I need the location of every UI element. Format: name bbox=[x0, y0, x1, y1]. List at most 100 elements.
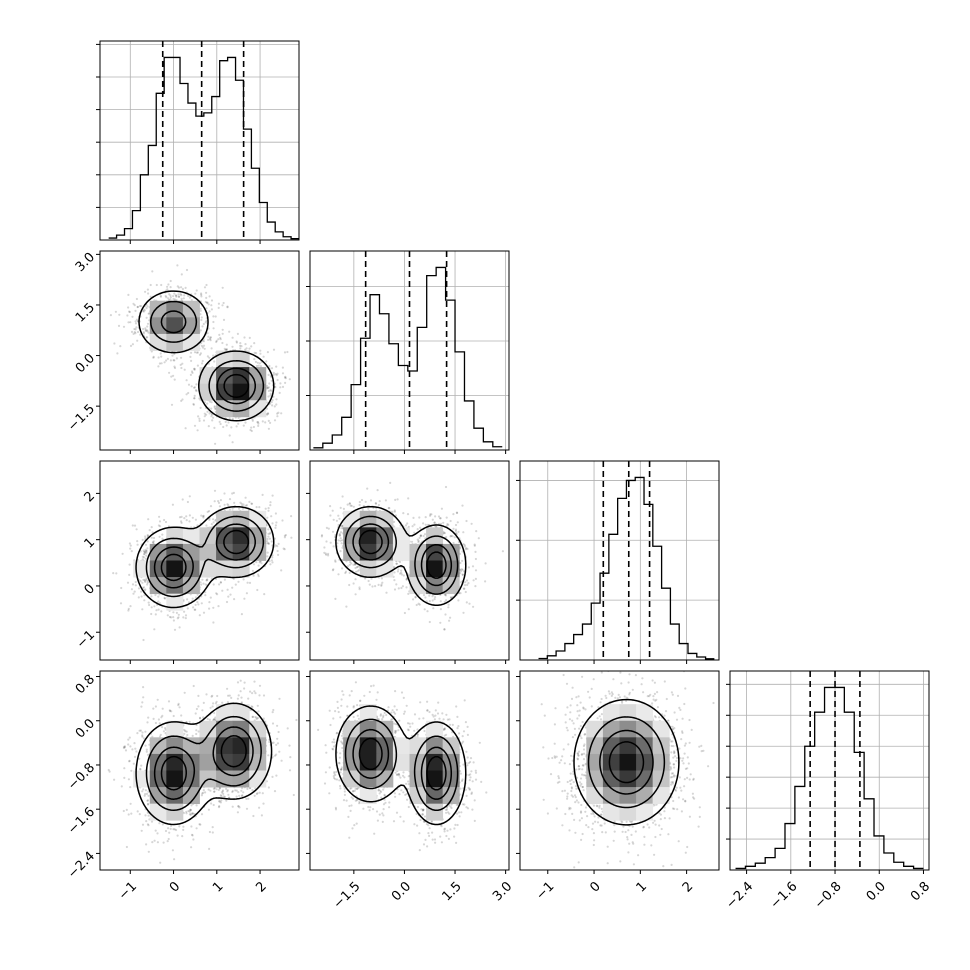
scatter-point bbox=[465, 750, 468, 753]
scatter-point bbox=[259, 349, 262, 352]
scatter-point bbox=[461, 778, 464, 781]
scatter-point bbox=[195, 389, 198, 393]
scatter-point bbox=[453, 536, 456, 539]
scatter-point bbox=[681, 717, 684, 720]
scatter-point bbox=[189, 809, 192, 812]
scatter-point bbox=[560, 759, 563, 762]
scatter-point bbox=[424, 838, 427, 842]
scatter-point bbox=[577, 754, 580, 757]
scatter-point bbox=[163, 597, 167, 600]
scatter-point bbox=[338, 534, 341, 537]
scatter-point bbox=[542, 798, 545, 801]
scatter-point bbox=[434, 596, 437, 599]
scatter-point bbox=[580, 838, 583, 842]
scatter-point bbox=[202, 419, 206, 422]
scatter-point bbox=[384, 801, 387, 804]
scatter-point bbox=[392, 820, 396, 823]
scatter-point bbox=[477, 537, 480, 540]
scatter-point bbox=[200, 583, 203, 586]
scatter-point bbox=[244, 496, 247, 499]
scatter-point bbox=[208, 338, 212, 341]
scatter-point bbox=[383, 798, 386, 801]
scatter-point bbox=[691, 792, 695, 795]
scatter-point bbox=[275, 403, 278, 406]
scatter-point bbox=[208, 518, 211, 522]
scatter-point bbox=[243, 681, 246, 684]
scatter-point bbox=[159, 525, 162, 528]
scatter-point bbox=[436, 712, 440, 715]
scatter-point bbox=[219, 336, 222, 339]
scatter-point bbox=[443, 828, 446, 831]
scatter-point bbox=[178, 825, 181, 828]
density-contour bbox=[145, 515, 265, 598]
scatter-point bbox=[443, 728, 446, 731]
density-contour bbox=[145, 715, 262, 812]
scatter-point bbox=[551, 756, 554, 760]
scatter-point bbox=[357, 569, 360, 572]
scatter-point bbox=[462, 611, 465, 614]
scatter-point bbox=[238, 794, 241, 797]
scatter-point bbox=[449, 828, 452, 831]
density-cell bbox=[343, 543, 361, 561]
scatter-point bbox=[600, 671, 603, 674]
scatter-point bbox=[333, 741, 336, 744]
scatter-point bbox=[574, 796, 577, 799]
scatter-point bbox=[607, 690, 611, 693]
scatter-point bbox=[689, 773, 692, 776]
scatter-point bbox=[454, 523, 458, 527]
scatter-point bbox=[210, 401, 213, 404]
scatter-point bbox=[434, 515, 437, 518]
scatter-point bbox=[276, 372, 279, 375]
scatter-point bbox=[284, 377, 287, 380]
scatter-point bbox=[336, 731, 339, 735]
scatter-point bbox=[175, 611, 178, 615]
scatter-point bbox=[352, 505, 355, 508]
scatter-point bbox=[340, 768, 343, 771]
scatter-point bbox=[195, 827, 198, 830]
scatter-point bbox=[576, 710, 579, 713]
scatter-point bbox=[673, 807, 676, 811]
scatter-point bbox=[205, 693, 208, 696]
density-cell bbox=[199, 367, 217, 385]
scatter-point bbox=[343, 790, 346, 793]
scatter-point bbox=[160, 716, 163, 719]
scatter-point bbox=[665, 697, 668, 701]
scatter-point bbox=[267, 427, 270, 430]
scatter-point bbox=[265, 780, 268, 783]
scatter-point bbox=[276, 737, 279, 740]
scatter-point bbox=[332, 545, 335, 548]
scatter-point bbox=[581, 720, 584, 724]
scatter-point bbox=[227, 793, 230, 796]
scatter-point bbox=[211, 705, 214, 708]
scatter-point bbox=[600, 824, 603, 827]
scatter-point bbox=[398, 560, 402, 564]
scatter-point bbox=[412, 598, 415, 601]
scatter-point bbox=[115, 572, 118, 575]
scatter-point bbox=[581, 764, 585, 767]
scatter-point bbox=[397, 773, 400, 776]
scatter-point bbox=[471, 808, 474, 811]
scatter-point bbox=[577, 765, 581, 768]
scatter-point bbox=[131, 748, 134, 751]
scatter-point bbox=[413, 523, 416, 526]
scatter-point bbox=[128, 759, 131, 763]
scatter-point bbox=[338, 756, 341, 759]
scatter-point bbox=[127, 738, 130, 741]
scatter-point bbox=[684, 687, 687, 690]
scatter-point bbox=[250, 502, 254, 505]
density-cell bbox=[586, 720, 604, 738]
scatter-point bbox=[720, 755, 722, 757]
scatter-point bbox=[217, 306, 220, 309]
scatter-point bbox=[414, 596, 417, 599]
scatter-point bbox=[570, 778, 573, 782]
scatter-point bbox=[340, 768, 343, 771]
scatter-point bbox=[290, 536, 293, 539]
scatter-point bbox=[613, 824, 616, 827]
scatter-point bbox=[331, 569, 334, 572]
scatter-point bbox=[377, 789, 380, 792]
scatter-point bbox=[212, 518, 215, 521]
scatter-point bbox=[656, 691, 659, 694]
scatter-point bbox=[273, 405, 276, 408]
scatter-point bbox=[157, 877, 159, 879]
scatter-point bbox=[169, 709, 172, 713]
